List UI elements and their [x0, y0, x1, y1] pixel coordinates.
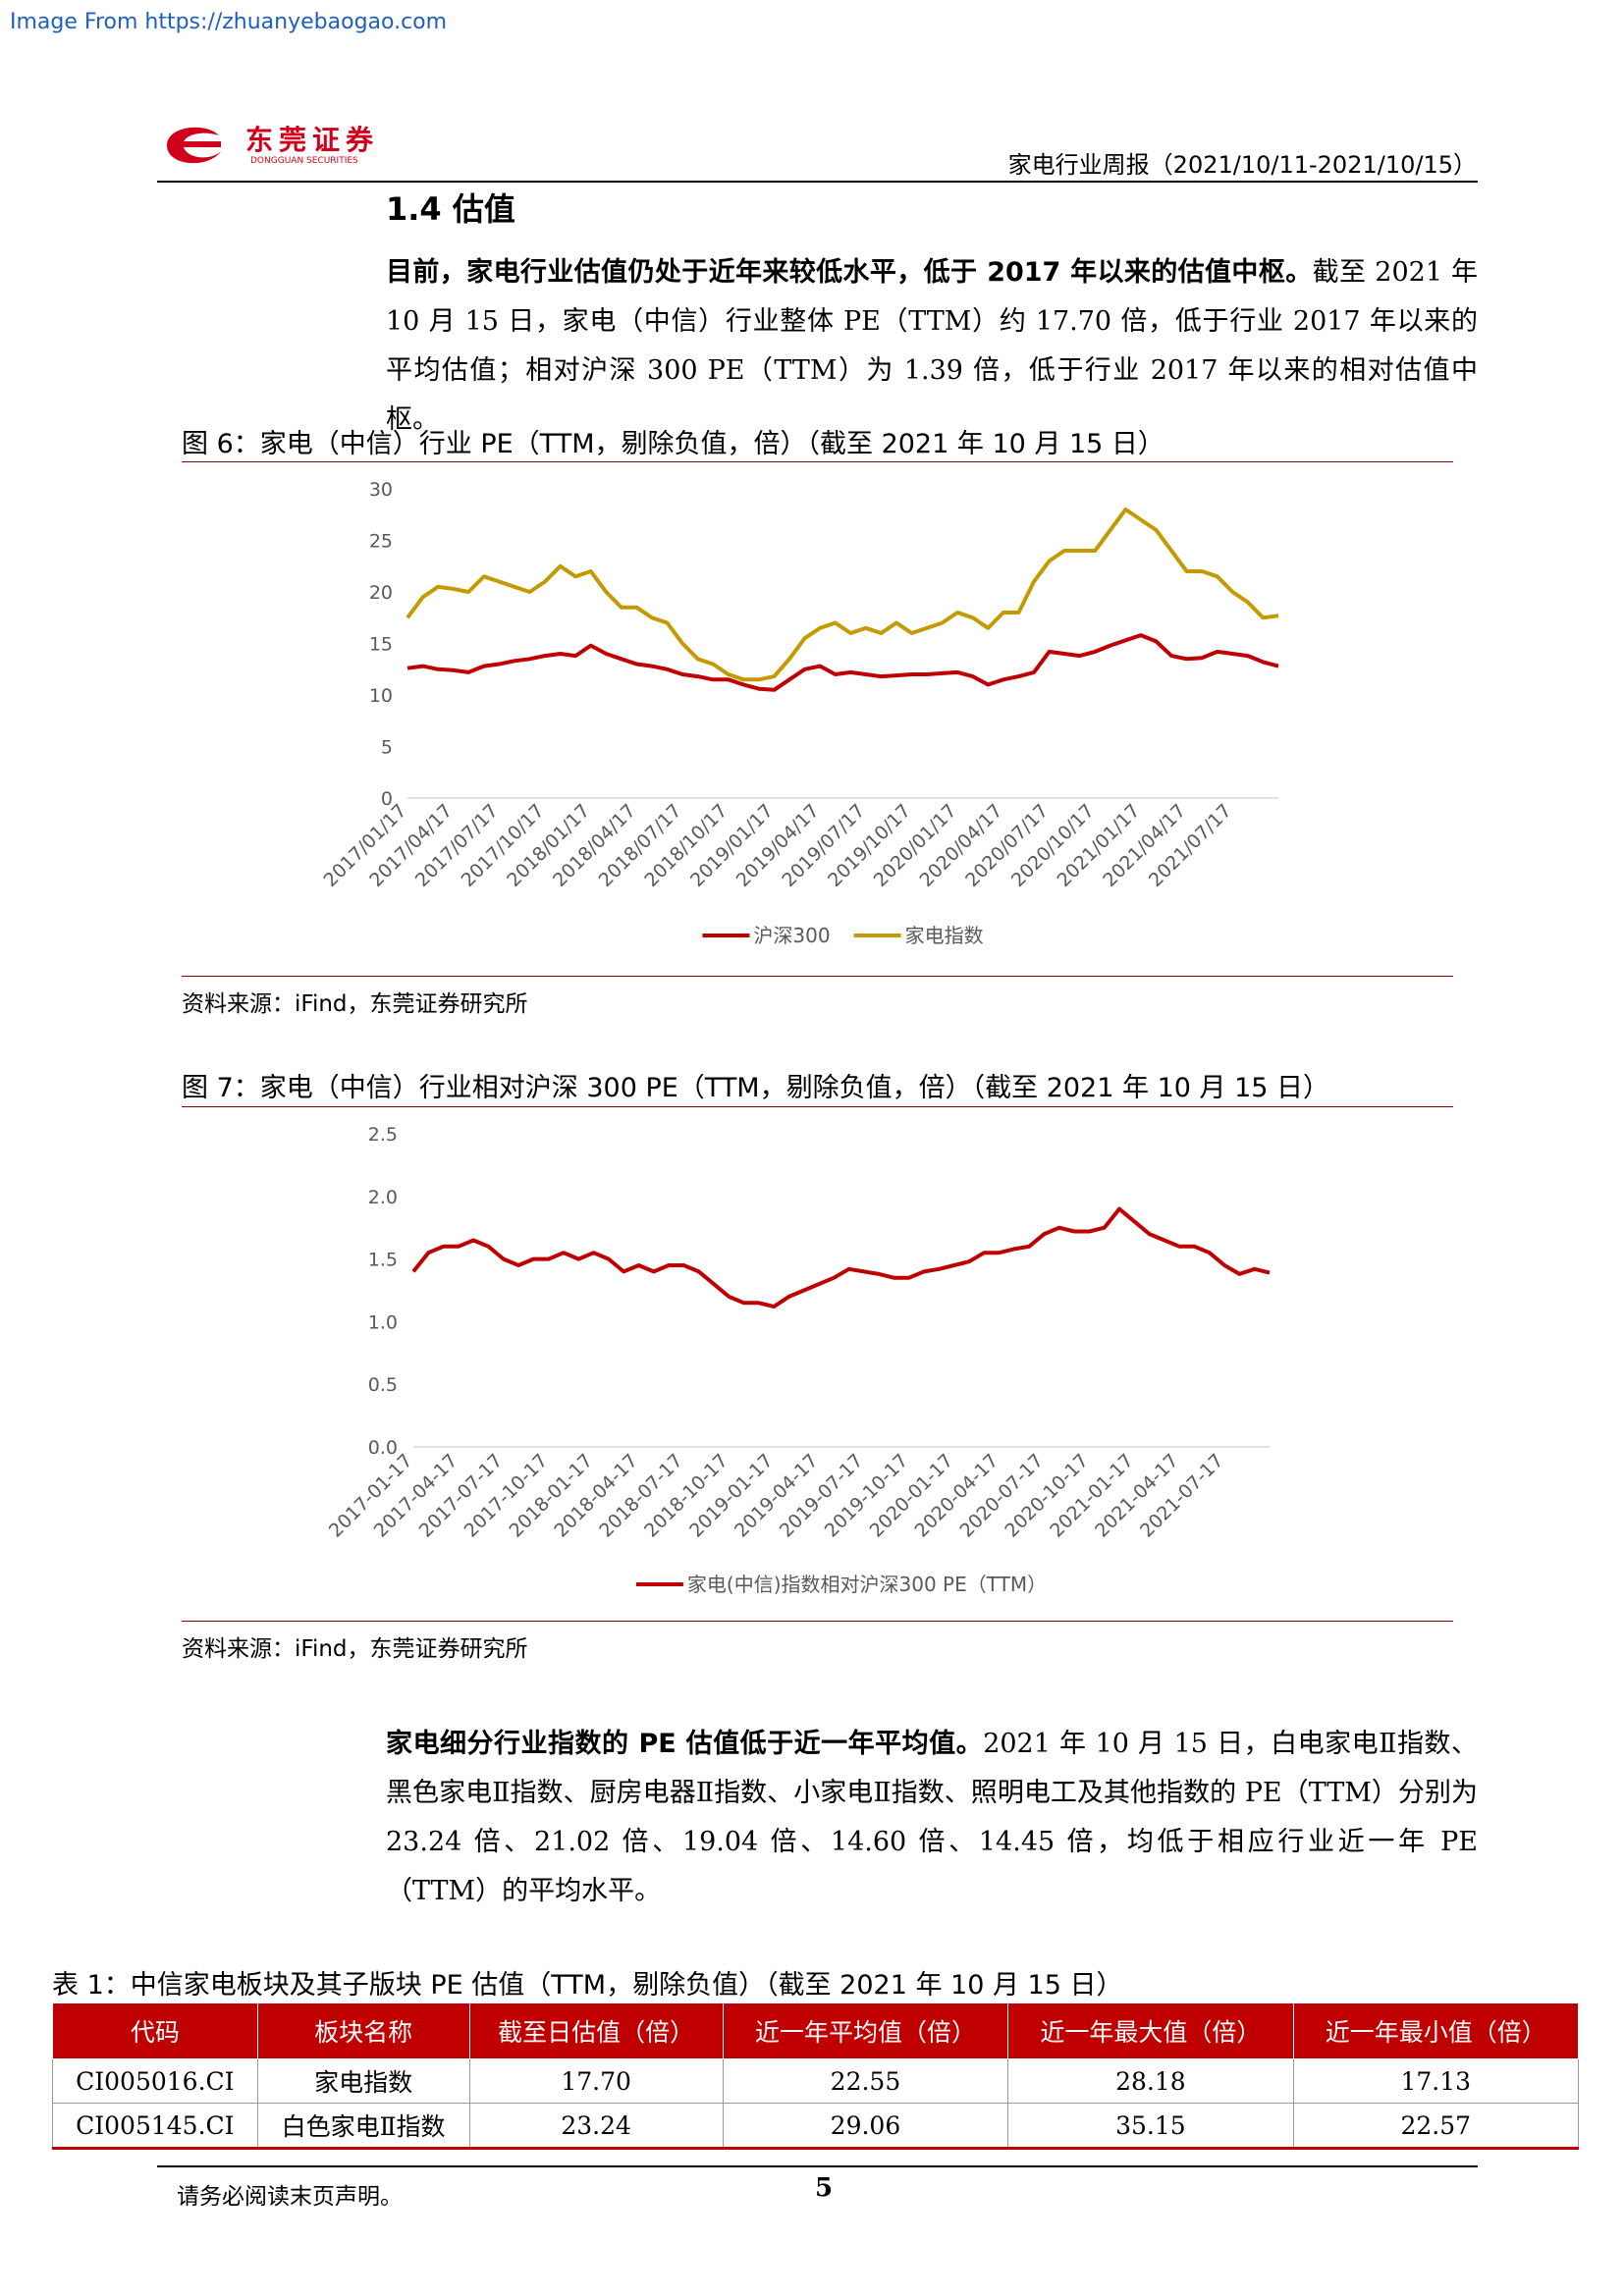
paragraph-text: 2021 年 10 月 15 日，白电家电Ⅱ指数、黑色家电Ⅱ指数、厨房电器Ⅱ指数… [386, 1729, 1478, 1906]
line-series [406, 507, 1279, 682]
table-cell: 28.18 [1007, 2058, 1294, 2104]
paragraph-lead: 目前，家电行业估值仍处于近年来较低水平，低于 2017 年以来的估值中枢。 [386, 257, 1313, 288]
logo-cn: 东莞证券 [245, 124, 379, 156]
header-cell: 板块名称 [256, 2002, 470, 2059]
caption-rule [182, 461, 1453, 462]
table-header: 代码 板块名称 截至日估值（倍） 近一年平均值（倍） 近一年最大值（倍） 近一年最小值（倍… [52, 2002, 1580, 2059]
y-tick-label: 20 [369, 582, 393, 604]
header-cell: 近一年最小值（倍） [1292, 2002, 1580, 2059]
header-cell: 近一年平均值（倍） [722, 2002, 1009, 2059]
logo-mark [167, 127, 221, 164]
legend-label: 家电指数 [905, 924, 984, 947]
caption-rule [182, 1106, 1453, 1107]
header-cell: 代码 [52, 2002, 258, 2059]
table-caption: 表 1：中信家电板块及其子版块 PE 估值（TTM，剔除负值）（截至 2021 … [52, 1970, 1123, 2001]
y-tick-label: 2.5 [368, 1124, 398, 1146]
y-tick-label: 2.0 [368, 1187, 398, 1208]
header-cell: 截至日估值（倍） [468, 2002, 724, 2059]
logo-bar [180, 141, 221, 147]
y-tick-label: 5 [381, 737, 393, 759]
table-cell: 22.57 [1292, 2103, 1580, 2149]
line-series [411, 1206, 1271, 1309]
paragraph-lead: 家电细分行业指数的 PE 估值低于近一年平均值。 [386, 1729, 984, 1759]
table-cell: 家电指数 [256, 2058, 470, 2104]
source-rule [182, 1621, 1453, 1622]
logo: 东莞证券 DONGGUAN SECURITIES [167, 124, 379, 166]
table-cell: 22.55 [722, 2058, 1009, 2104]
figure-caption: 图 6：家电（中信）行业 PE（TTM，剔除负值，倍）（截至 2021 年 10… [182, 429, 1164, 459]
table-row: CI005016.CI 家电指数 17.70 22.55 28.18 17.13 [52, 2058, 1580, 2104]
table-cell: 17.13 [1292, 2058, 1580, 2104]
y-tick-label: 0.0 [368, 1437, 398, 1459]
y-tick-label: 1.5 [368, 1250, 398, 1271]
table-cell: 29.06 [722, 2103, 1009, 2149]
table-cell: 23.24 [468, 2103, 724, 2149]
paragraph: 目前，家电行业估值仍处于近年来较低水平，低于 2017 年以来的估值中枢。截至 … [386, 248, 1478, 445]
paragraph-text: 截至 2021 年 10 月 15 日，家电（中信）行业整体 PE（TTM）约 … [386, 257, 1478, 435]
y-tick-label: 25 [369, 531, 393, 553]
report-title: 家电行业周报（2021/10/11-2021/10/15） [1007, 151, 1477, 179]
chart: 0.00.51.01.52.02.52017-01-172017-04-1720… [325, 1124, 1271, 1596]
legend-label: 沪深300 [753, 924, 830, 947]
y-tick-label: 1.0 [368, 1311, 398, 1333]
legend: 家电(中信)指数相对沪深300 PE（TTM） [635, 1573, 1047, 1596]
source: 资料来源：iFind，东莞证券研究所 [182, 991, 528, 1017]
legend: 沪深300 家电指数 [702, 924, 984, 947]
header-cell: 近一年最大值（倍） [1007, 2002, 1294, 2059]
header-rule [157, 181, 1478, 183]
table: 代码 板块名称 截至日估值（倍） 近一年平均值（倍） 近一年最大值（倍） 近一年最小值（倍… [52, 2002, 1580, 2150]
table-cell: CI005145.CI [52, 2103, 258, 2149]
logo-en: DONGGUAN SECURITIES [250, 156, 358, 166]
y-tick-label: 15 [369, 634, 393, 656]
y-tick-label: 0.5 [368, 1374, 398, 1396]
y-tick-label: 10 [369, 685, 393, 707]
source-rule [182, 976, 1453, 977]
line-series [406, 633, 1279, 692]
y-tick-label: 0 [381, 788, 393, 810]
table-cell: 35.15 [1007, 2103, 1294, 2149]
disclaimer: 请务必阅读末页声明。 [177, 2184, 403, 2210]
table-row: CI005145.CI 白色家电Ⅱ指数 23.24 29.06 35.15 22.57 [52, 2103, 1580, 2149]
table-cell: 17.70 [468, 2058, 724, 2104]
y-tick-label: 30 [369, 479, 393, 501]
source: 资料来源：iFind，东莞证券研究所 [182, 1636, 528, 1662]
table-cell: CI005016.CI [52, 2058, 258, 2104]
footer-rule [157, 2165, 1478, 2167]
table-cell: 白色家电Ⅱ指数 [256, 2103, 470, 2149]
page-number: 5 [815, 2173, 834, 2203]
watermark: Image From https://zhuanyebaogao.com [10, 10, 448, 34]
legend-label: 家电(中信)指数相对沪深300 PE（TTM） [687, 1573, 1047, 1596]
chart: 0510152025302017/01/172017/04/172017/07/… [320, 479, 1279, 947]
figure-caption: 图 7：家电（中信）行业相对沪深 300 PE（TTM，剔除负值，倍）（截至 2… [182, 1073, 1330, 1103]
paragraph: 家电细分行业指数的 PE 估值低于近一年平均值。2021 年 10 月 15 日… [386, 1720, 1478, 1916]
section-title: 1.4 估值 [386, 190, 515, 228]
